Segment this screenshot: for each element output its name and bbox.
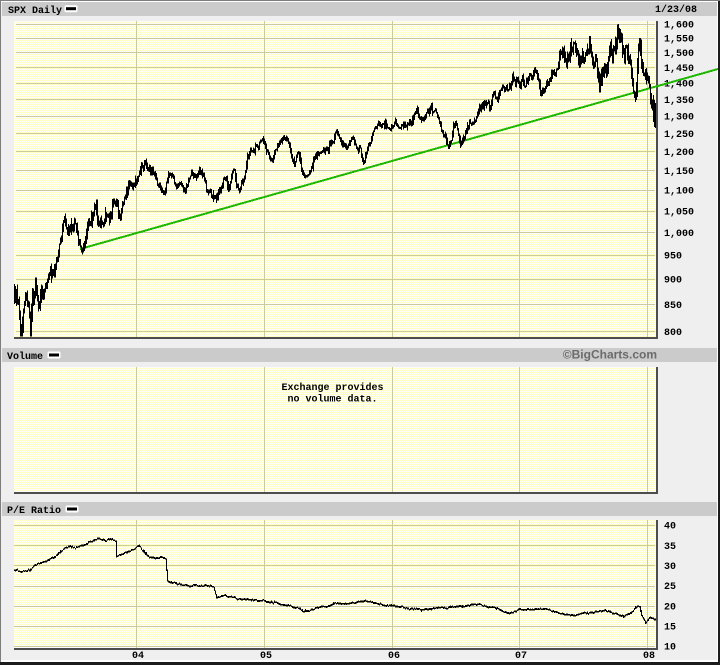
svg-text:1,100: 1,100 [664,187,694,198]
svg-text:1,350: 1,350 [664,96,694,107]
svg-text:P/E Ratio: P/E Ratio [7,505,61,517]
svg-text:25: 25 [664,582,676,593]
svg-text:04: 04 [132,651,144,662]
svg-text:06: 06 [388,651,400,662]
svg-text:08: 08 [643,651,655,662]
svg-text:1,250: 1,250 [664,130,694,141]
svg-text:Exchange provides: Exchange provides [281,382,383,394]
svg-text:40: 40 [664,522,676,533]
svg-text:950: 950 [664,252,682,263]
svg-text:no volume data.: no volume data. [287,394,377,406]
svg-text:15: 15 [664,622,676,633]
svg-text:1,150: 1,150 [664,167,694,178]
svg-text:850: 850 [664,301,682,312]
svg-text:1,500: 1,500 [664,49,694,60]
svg-text:SPX Daily: SPX Daily [8,5,62,17]
svg-text:07: 07 [515,651,527,662]
svg-text:20: 20 [664,602,676,613]
svg-text:1,550: 1,550 [664,34,694,45]
svg-text:1/23/08: 1/23/08 [655,4,697,16]
svg-text:1,300: 1,300 [664,113,694,124]
svg-text:30: 30 [664,562,676,573]
svg-text:1,600: 1,600 [664,20,694,31]
svg-text:Volume: Volume [7,351,43,363]
svg-text:1,000: 1,000 [664,229,694,240]
svg-text:10: 10 [664,643,676,654]
svg-text:1,200: 1,200 [664,148,694,159]
svg-text:1,400: 1,400 [664,80,694,91]
svg-text:05: 05 [260,651,272,662]
svg-text:35: 35 [664,542,676,553]
svg-text:1,450: 1,450 [664,64,694,75]
svg-text:900: 900 [664,276,682,287]
svg-text:1,050: 1,050 [664,207,694,218]
svg-text:800: 800 [664,328,682,339]
svg-text:©BigCharts.com: ©BigCharts.com [563,348,657,362]
